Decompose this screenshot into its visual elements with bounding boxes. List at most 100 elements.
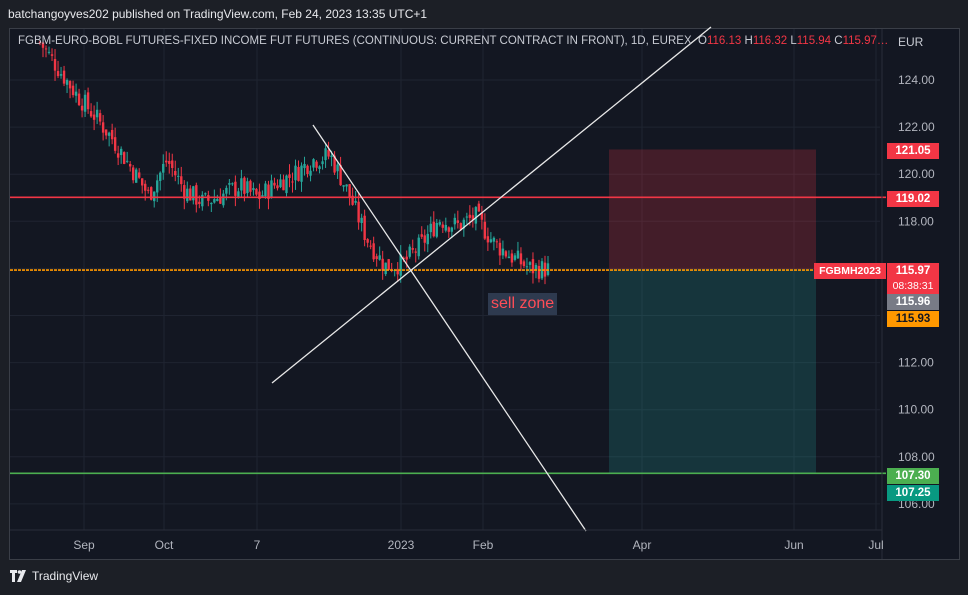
candle-body [444, 224, 447, 231]
candle-body [192, 186, 195, 201]
candle-body [330, 155, 333, 158]
low-value: 115.94 [796, 35, 832, 47]
candle-body [153, 191, 156, 202]
candle-body [351, 195, 354, 205]
price-tick-label: 120.00 [898, 167, 935, 181]
target-bottom-tag: 107.30 [887, 468, 939, 484]
candle-body [453, 217, 457, 225]
candle-body [189, 188, 192, 201]
candle-body [525, 266, 529, 268]
candle-body [216, 198, 219, 202]
last-price-tag: 115.97 [887, 263, 939, 279]
candle-body [303, 163, 306, 169]
top-bar: batchangoyves202 published on TradingVie… [0, 0, 968, 28]
candle-body [282, 179, 285, 191]
candle-body [384, 262, 387, 275]
candle-body [74, 91, 78, 96]
rising-trendline [271, 26, 712, 384]
candle-body [345, 184, 348, 187]
candle-body [408, 246, 411, 257]
candle-body [312, 159, 315, 168]
candle-body [210, 202, 213, 205]
candle-body [50, 54, 54, 56]
candle-body [528, 262, 532, 265]
position-tool [609, 149, 816, 474]
publish-info: batchangoyves202 published on TradingVie… [8, 7, 428, 21]
candle-body [89, 111, 93, 117]
candle-body [56, 71, 60, 77]
candle-body [252, 188, 255, 191]
footer-brand[interactable]: TradingView [10, 569, 98, 583]
candle-body [417, 237, 420, 257]
candlesticks [38, 40, 550, 285]
candle-body [141, 178, 144, 186]
candle-body [71, 85, 75, 96]
candle-body [228, 183, 231, 185]
candle-body [156, 180, 159, 193]
symbol-name-tag: FGBMH2023 [814, 263, 886, 279]
candle-body [246, 181, 249, 194]
candle-body [291, 181, 294, 183]
time-tick-label: Oct [155, 538, 174, 552]
candle-body [198, 201, 201, 205]
candle-body [516, 250, 520, 259]
candle-body [44, 48, 48, 50]
candle-body [41, 42, 45, 48]
time-tick-label: Sep [73, 538, 95, 552]
currency-label[interactable]: EUR [898, 35, 924, 49]
trendlines [271, 26, 712, 532]
bid-price-tag: 115.96 [887, 294, 939, 310]
candle-body [83, 94, 87, 112]
candle-body [381, 258, 384, 271]
candle-body [222, 193, 225, 206]
candle-body [300, 165, 303, 182]
candle-body [267, 184, 270, 199]
candle-body [59, 74, 63, 76]
candle-body [372, 243, 375, 260]
candle-body [447, 227, 451, 232]
time-tick-label: 2023 [388, 538, 415, 552]
price-tick-label: 108.00 [898, 450, 935, 464]
candle-body [537, 265, 541, 279]
candle-body [113, 137, 117, 151]
candle-body [119, 148, 123, 156]
falling-trendline [312, 124, 587, 532]
candle-body [321, 161, 324, 165]
orange-level-tag: 115.93 [887, 311, 939, 327]
candle-body [204, 193, 207, 195]
candle-body [480, 212, 484, 220]
candle-body [405, 256, 408, 260]
candle-body [213, 199, 216, 203]
candle-body [402, 257, 405, 259]
candle-body [116, 153, 120, 158]
time-axis: Sep Oct 7 2023 Feb Apr Jun Jul [10, 529, 884, 552]
candle-body [333, 155, 336, 173]
candle-body [147, 189, 150, 191]
candle-body [540, 261, 544, 279]
sell-zone-annotation[interactable]: sell zone [488, 293, 558, 315]
symbol-description: FGBM-EURO-BOBL FUTURES-FIXED INCOME FUT … [18, 35, 692, 47]
chart-area[interactable] [9, 28, 960, 560]
candle-body [110, 129, 114, 140]
candle-body [327, 150, 330, 157]
candle-body [414, 251, 417, 253]
candle-body [501, 248, 505, 256]
time-tick-label: Feb [473, 538, 494, 552]
symbol-legend: FGBM-EURO-BOBL FUTURES-FIXED INCOME FUT … [18, 35, 888, 47]
candle-body [255, 188, 258, 195]
countdown-tag: 08:38:31 [887, 278, 939, 294]
candle-body [137, 172, 141, 178]
candle-body [315, 161, 318, 168]
low-label: L [790, 35, 797, 47]
candle-body [128, 163, 132, 167]
candle-body [306, 165, 309, 174]
candle-body [134, 169, 138, 183]
low-support-tag: 107.25 [887, 485, 939, 501]
candle-body [279, 179, 282, 188]
candle-body [324, 148, 327, 161]
candle-body [159, 172, 162, 181]
candle-body [507, 256, 511, 259]
candle-body [122, 152, 126, 164]
candle-body [318, 166, 321, 170]
